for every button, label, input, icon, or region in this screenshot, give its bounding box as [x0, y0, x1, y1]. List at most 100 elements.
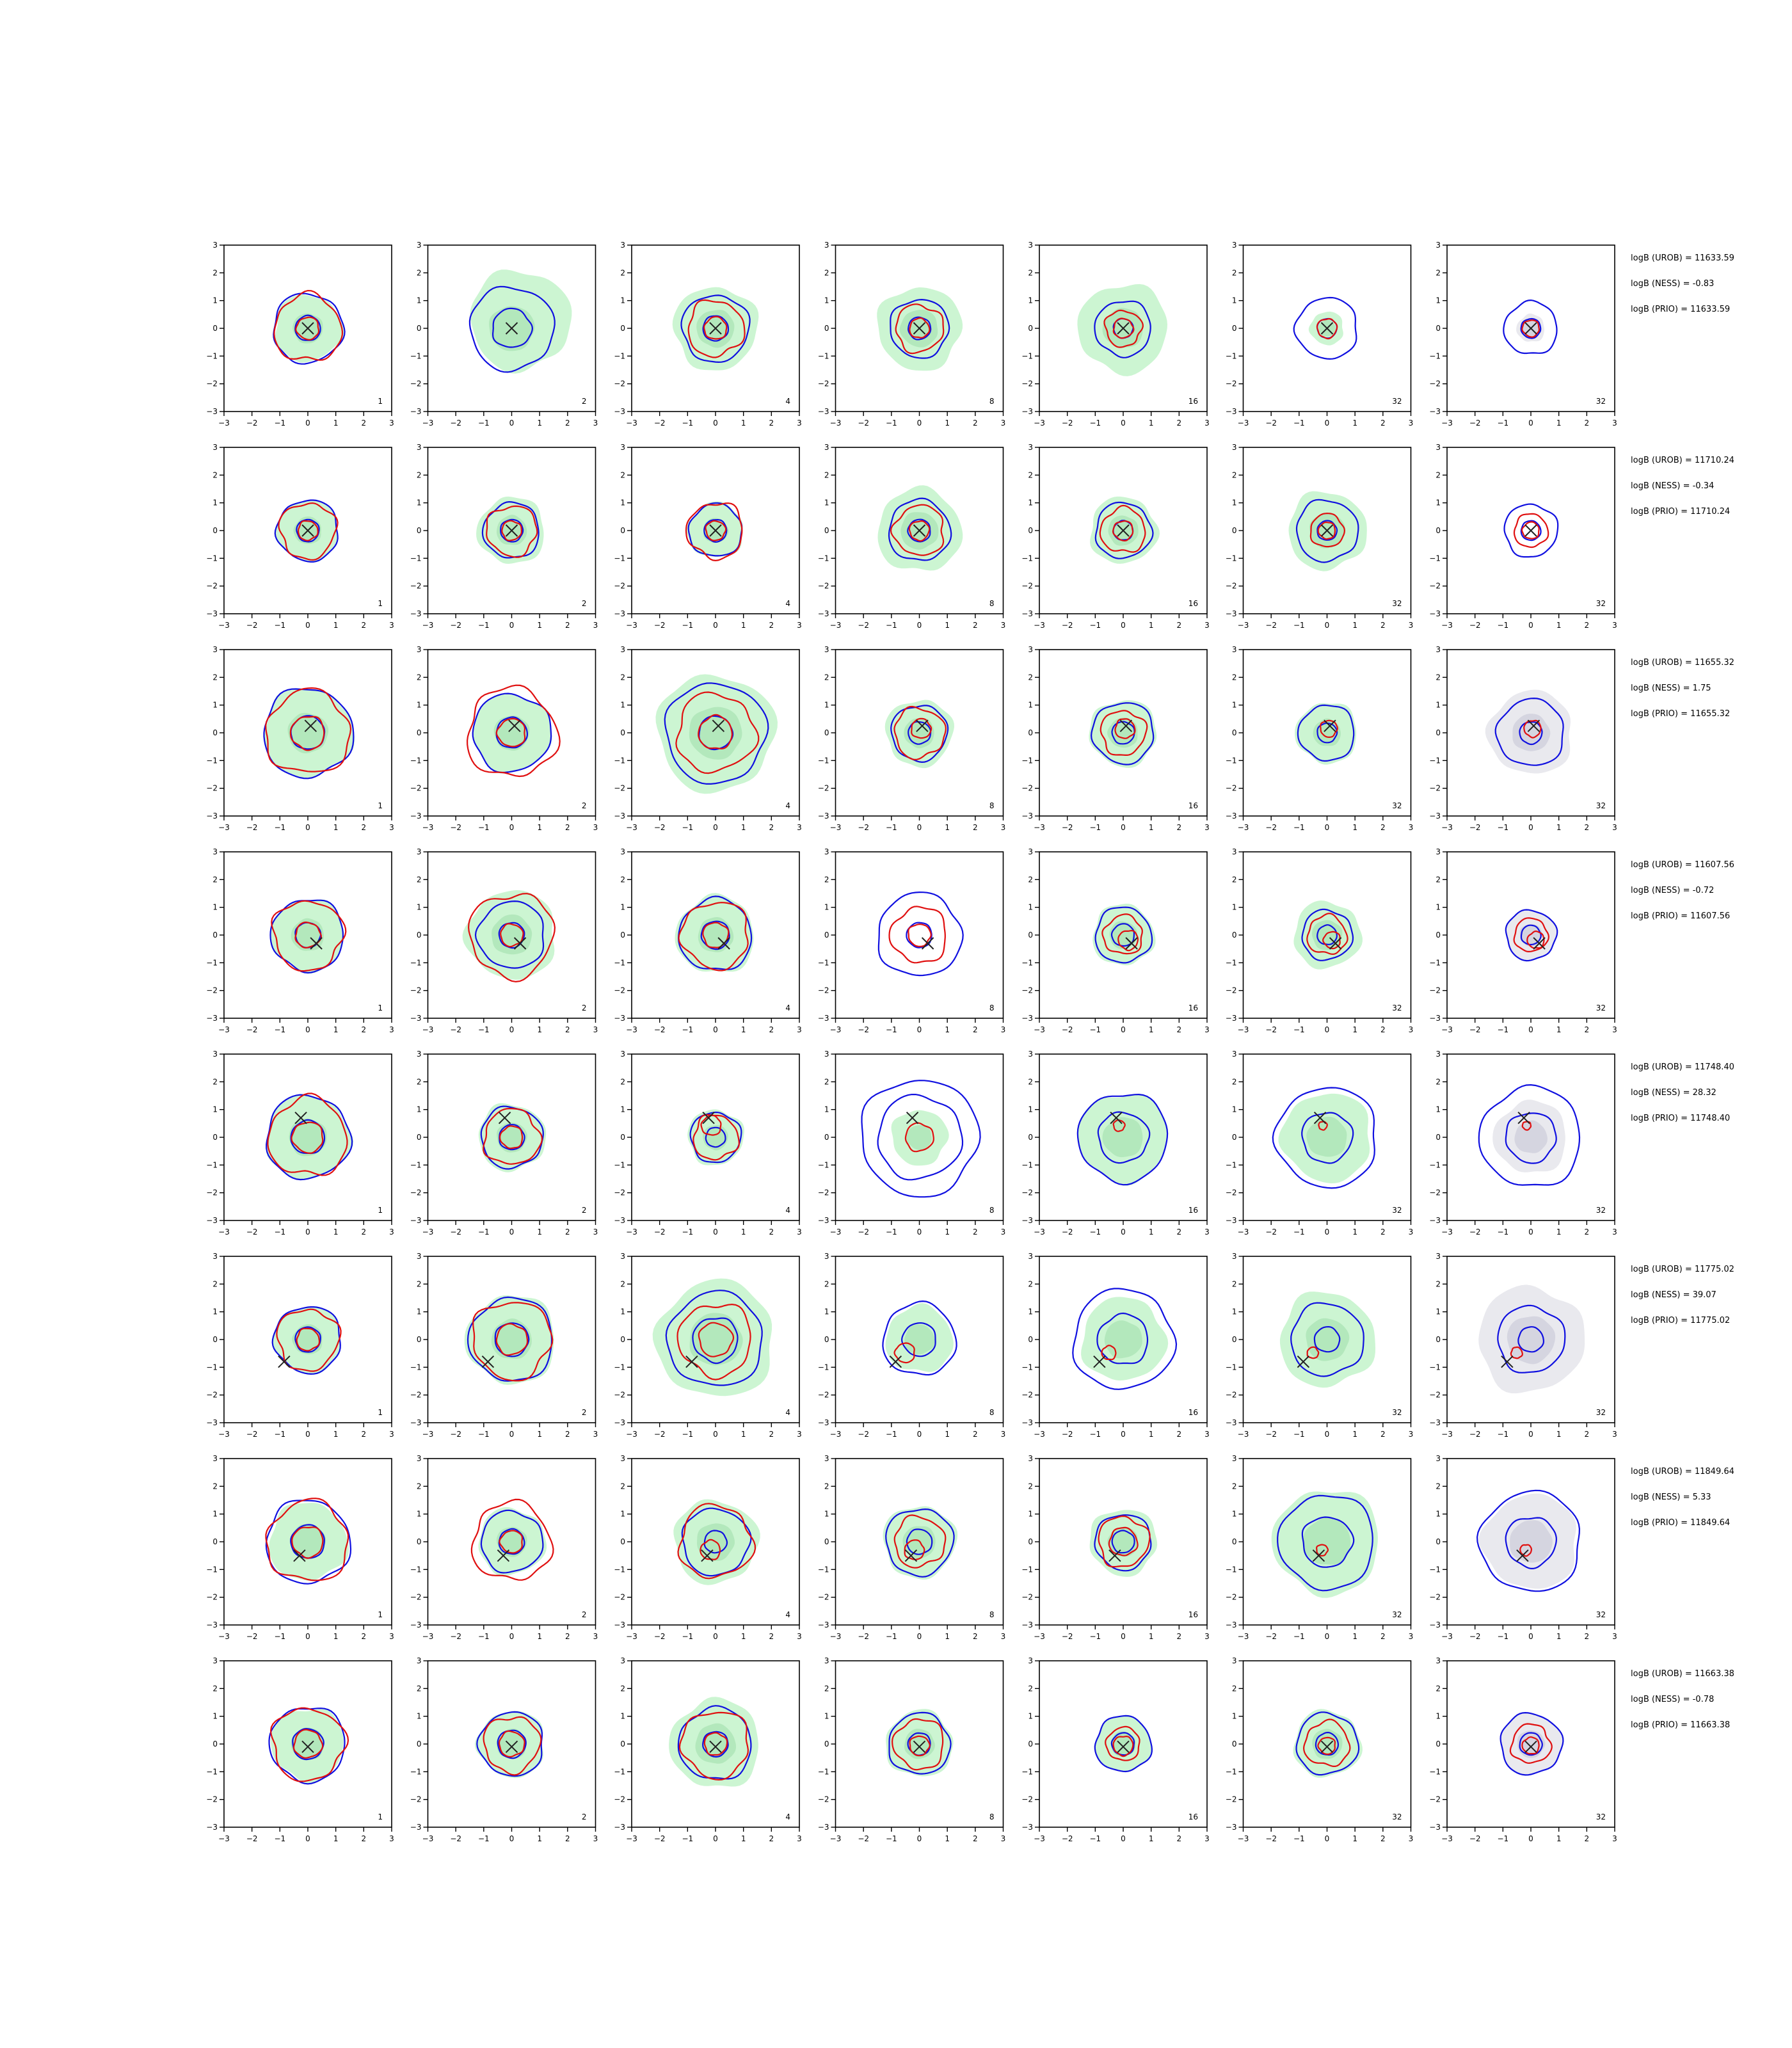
panel: −3−3 −2 −2 −1 −1 0 0 1 1 2 2 3 3 16	[1021, 1252, 1210, 1439]
y-tick-label: 0	[1028, 728, 1033, 737]
y-tick-label: 3	[212, 1050, 218, 1059]
x-tick-label: 2	[973, 823, 978, 832]
x-tick-label: 3	[1612, 1430, 1617, 1439]
x-tick-label: −2	[858, 621, 869, 630]
x-tick-label: 1	[1149, 621, 1154, 630]
x-tick-label: 3	[1204, 621, 1210, 630]
x-tick-label: 0	[713, 621, 718, 630]
y-tick-label: 2	[1436, 875, 1441, 884]
x-tick-label: 2	[769, 823, 774, 832]
panel: −3−3 −2 −2 −1 −1 0 0 1 1 2 2 3 3 8	[818, 443, 1006, 630]
x-tick-label: −3	[626, 823, 637, 832]
x-tick-label: −1	[274, 621, 285, 630]
logb-annotation: logB (NESS) = 5.33	[1631, 1492, 1711, 1502]
x-tick-label: 1	[741, 419, 746, 428]
red-contour	[291, 1121, 324, 1155]
logb-annotation: logB (UROB) = 11775.02	[1631, 1265, 1734, 1274]
y-tick-label: −3	[1226, 812, 1237, 820]
blue-contour	[907, 316, 932, 340]
true-value-marker	[1313, 1111, 1327, 1124]
x-tick-label: −2	[1469, 1228, 1481, 1236]
y-tick-label: 2	[417, 875, 422, 884]
x-tick-label: 2	[565, 419, 570, 428]
y-tick-label: 0	[1232, 526, 1237, 535]
blue-contour	[1097, 1111, 1151, 1164]
y-tick-label: −3	[818, 812, 829, 820]
x-tick-label: −3	[422, 1632, 434, 1641]
x-tick-label: 0	[917, 621, 922, 630]
blue-contour	[1497, 1304, 1566, 1373]
x-tick-label: −3	[1238, 1430, 1249, 1439]
y-tick-label: −1	[818, 1363, 829, 1372]
y-tick-label: −1	[1429, 554, 1441, 563]
panel: −3−3 −2 −2 −1 −1 0 0 1 1 2 2 3 3 2	[410, 1656, 598, 1843]
x-tick-label: −3	[1441, 1430, 1453, 1439]
true-value-marker	[1110, 1111, 1123, 1124]
plot-area	[687, 1109, 744, 1165]
x-tick-label: 3	[1409, 1228, 1414, 1236]
blue-contour	[703, 1530, 728, 1554]
logb-annotation: logB (UROB) = 11710.24	[1631, 456, 1734, 465]
blue-contour	[1315, 1731, 1339, 1756]
panel-layer: −3−3−2−2−1−1001122331−3−3−2−2−1−10011223…	[206, 241, 1734, 1843]
x-tick-label: −2	[246, 419, 258, 428]
x-tick-label: 1	[741, 1632, 746, 1641]
panel-footer-label: 32	[1596, 397, 1606, 406]
x-tick-label: 3	[1409, 419, 1414, 428]
blue-contour	[888, 497, 952, 561]
x-tick-label: −1	[1293, 823, 1305, 832]
y-tick-label: 3	[417, 1656, 422, 1665]
y-tick-label: 0	[1436, 1335, 1441, 1344]
x-tick-label: −2	[1469, 1834, 1481, 1843]
y-tick-label: 0	[1232, 728, 1237, 737]
y-tick-label: −1	[1021, 1160, 1033, 1169]
x-tick-label: 2	[769, 419, 774, 428]
panel: −3−3 −2 −2 −1 −1 0 0 1 1 2 2 3 3 8	[818, 1656, 1006, 1843]
y-tick-label: −2	[410, 1795, 422, 1804]
red-contour	[1099, 504, 1146, 553]
blue-contour	[890, 298, 950, 359]
y-tick-label: 1	[1028, 499, 1033, 508]
x-tick-label: −3	[422, 1430, 434, 1439]
x-tick-label: −3	[1238, 1632, 1249, 1641]
true-value-marker	[889, 1355, 902, 1368]
red-contour	[909, 1735, 931, 1757]
y-tick-label: 2	[212, 1684, 218, 1693]
y-tick-label: −3	[1429, 1216, 1441, 1225]
panel-footer-label: 32	[1392, 1206, 1402, 1215]
blue-contour	[1094, 300, 1151, 358]
x-tick-label: −3	[422, 419, 434, 428]
y-tick-label: 0	[620, 1537, 625, 1546]
y-tick-label: 2	[620, 673, 625, 682]
x-tick-label: −2	[1469, 823, 1481, 832]
y-tick-label: −3	[410, 1418, 422, 1427]
red-contour	[685, 502, 743, 562]
panel: −3−3 −2 −2 −1 −1 0 0 1 1 2 2 3 3 8	[818, 1050, 1006, 1236]
y-tick-label: −2	[1429, 1188, 1441, 1197]
logb-annotation: logB (PRIO) = 11748.40	[1631, 1114, 1730, 1123]
panel-footer-label: 8	[989, 801, 995, 810]
blue-contour	[271, 1306, 341, 1375]
y-tick-label: −2	[410, 784, 422, 793]
x-tick-label: 3	[1612, 419, 1617, 428]
x-tick-label: −3	[218, 823, 230, 832]
x-tick-label: 2	[1585, 419, 1590, 428]
red-contour	[1112, 1735, 1134, 1757]
density-core	[904, 1324, 935, 1355]
panel: −3−3 −2 −2 −1 −1 0 0 1 1 2 2 3 3 1	[206, 443, 394, 630]
x-tick-label: 0	[509, 823, 515, 832]
blue-contour	[861, 1080, 981, 1198]
x-tick-label: −1	[1293, 1430, 1305, 1439]
y-tick-label: −1	[1226, 1363, 1237, 1372]
true-value-marker	[304, 719, 317, 732]
y-tick-label: 1	[1028, 1308, 1033, 1316]
y-tick-label: −3	[206, 1216, 218, 1225]
logb-annotation: logB (NESS) = -0.34	[1631, 481, 1714, 491]
x-tick-label: 3	[389, 1025, 394, 1034]
panel-footer-label: 32	[1392, 397, 1402, 406]
x-tick-label: 2	[362, 1430, 367, 1439]
x-tick-label: 0	[509, 1025, 515, 1034]
y-tick-label: 2	[1232, 268, 1237, 277]
y-tick-label: 1	[1436, 499, 1441, 508]
y-tick-label: 1	[1028, 296, 1033, 305]
